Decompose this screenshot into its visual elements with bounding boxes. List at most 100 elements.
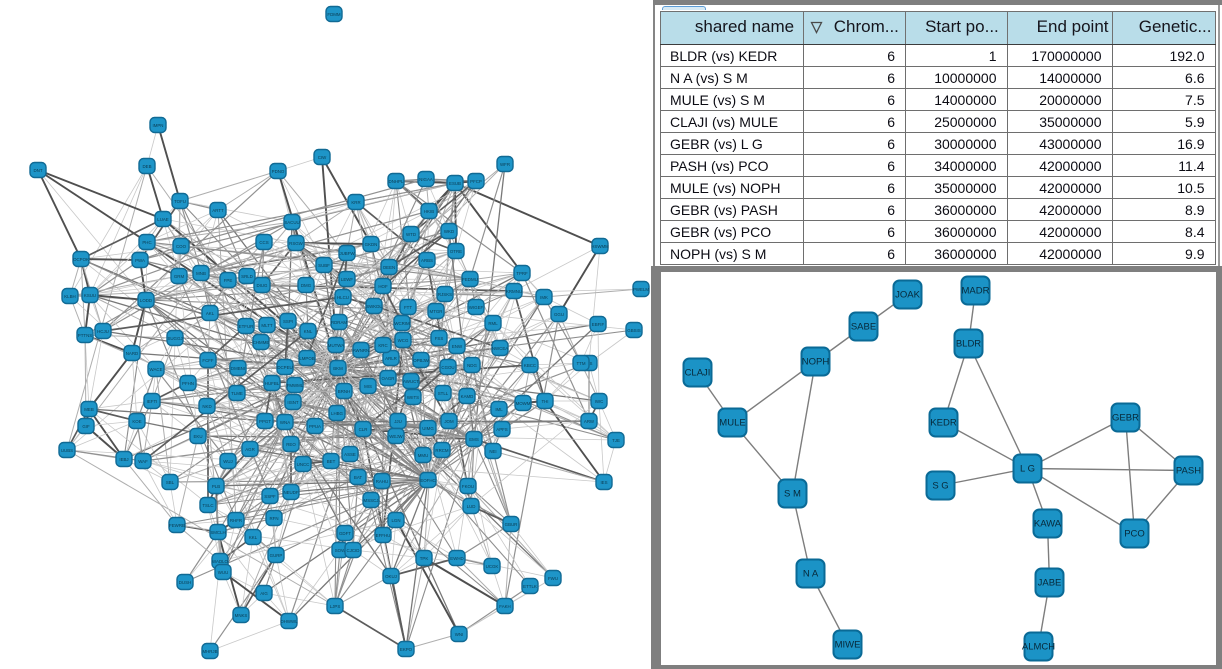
svg-text:FTT: FTT	[404, 305, 412, 310]
svg-text:DCPEU: DCPEU	[277, 365, 292, 370]
svg-text:FEWRB: FEWRB	[169, 523, 185, 528]
svg-text:FPE: FPE	[224, 278, 233, 283]
svg-text:WFR: WFR	[500, 162, 510, 167]
svg-text:NEI: NEI	[489, 449, 496, 454]
svg-text:STLL: STLL	[438, 391, 449, 396]
svg-text:KAWA: KAWA	[1033, 518, 1061, 529]
svg-text:CIW: CIW	[318, 155, 327, 160]
svg-text:BLDR: BLDR	[955, 338, 980, 349]
svg-text:DNHPL: DNHPL	[389, 179, 404, 184]
svg-text:IEBJ: IEBJ	[119, 457, 128, 462]
svg-text:FMWML: FMWML	[287, 383, 304, 388]
svg-text:RML: RML	[488, 321, 498, 326]
svg-text:PDNO: PDNO	[272, 169, 285, 174]
svg-text:EBFIF: EBFIF	[592, 322, 605, 327]
svg-text:MNKS: MNKS	[235, 613, 248, 618]
svg-text:LGN: LGN	[391, 518, 400, 523]
svg-text:SRLD: SRLD	[241, 274, 253, 279]
svg-text:TPRF: TPRF	[516, 271, 528, 276]
svg-text:EWHD: EWHD	[450, 556, 463, 561]
svg-text:JABE: JABE	[1037, 577, 1061, 588]
svg-text:PWELM: PWELM	[633, 287, 649, 292]
svg-text:NDG: NDG	[467, 363, 477, 368]
svg-text:RHFR: RHFR	[230, 518, 242, 523]
svg-text:REO: REO	[286, 442, 296, 447]
svg-text:SACUU: SACUU	[284, 220, 299, 225]
svg-text:SUGGJ: SUGGJ	[167, 336, 182, 341]
svg-text:CGOU: CGOU	[441, 365, 454, 370]
svg-text:IMK: IMK	[540, 295, 548, 300]
svg-text:DEB: DEB	[142, 164, 151, 169]
svg-text:JJU: JJU	[394, 419, 402, 424]
svg-text:LEWF: LEWF	[341, 277, 354, 282]
svg-text:KKL: KKL	[249, 535, 258, 540]
svg-text:LJPS: LJPS	[330, 604, 341, 609]
svg-text:OAGR: OAGR	[382, 376, 395, 381]
svg-text:ETTLK: ETTLK	[523, 584, 537, 589]
svg-text:HSWMM: HSWMM	[591, 244, 609, 249]
svg-text:OPBJW: OPBJW	[413, 358, 429, 363]
svg-text:MULE: MULE	[719, 417, 745, 428]
svg-text:LODD: LODD	[140, 298, 152, 303]
svg-text:IISNT: IISNT	[287, 400, 299, 405]
svg-text:AGR: AGR	[245, 447, 255, 452]
svg-text:GBSIS: GBSIS	[627, 328, 640, 333]
svg-text:EFFHU: EFFHU	[376, 533, 391, 538]
svg-text:OEEN: OEEN	[383, 265, 395, 270]
svg-text:MHRJB: MHRJB	[202, 649, 217, 654]
svg-text:DIUG: DIUG	[257, 283, 269, 288]
svg-text:FCFF: FCFF	[202, 358, 214, 363]
svg-text:NARD: NARD	[126, 351, 138, 356]
svg-text:FWU: FWU	[548, 576, 558, 581]
svg-text:WTD: WTD	[406, 232, 416, 237]
svg-text:KBCC: KBCC	[524, 363, 536, 368]
svg-text:KAMD: KAMD	[461, 394, 474, 399]
svg-text:FAKH: FAKH	[499, 604, 510, 609]
svg-text:WKD: WKD	[444, 229, 454, 234]
svg-text:ASSE: ASSE	[344, 452, 356, 457]
svg-text:LMPOB: LMPOB	[299, 356, 314, 361]
svg-text:RFN: RFN	[269, 516, 278, 521]
svg-text:ESUB: ESUB	[449, 181, 461, 186]
svg-text:LUAE: LUAE	[157, 217, 169, 222]
svg-text:UIMG: UIMG	[422, 426, 434, 431]
svg-text:TJE: TJE	[612, 438, 620, 443]
svg-text:WUU: WUU	[218, 570, 229, 575]
svg-text:S G: S G	[932, 480, 948, 491]
svg-text:SWKDL: SWKDL	[366, 304, 382, 309]
svg-text:TPK: TPK	[420, 556, 429, 561]
svg-text:BET: BET	[327, 459, 336, 464]
svg-text:KRMNU: KRMNU	[506, 289, 522, 294]
svg-text:SMCLH: SMCLH	[210, 530, 225, 535]
svg-text:LUD: LUD	[467, 504, 476, 509]
svg-text:MSSCJ: MSSCJ	[364, 498, 379, 503]
svg-text:BAT: BAT	[354, 475, 363, 480]
svg-text:SOW: SOW	[335, 548, 346, 553]
svg-text:GIF: GIF	[82, 424, 90, 429]
svg-text:KSUU: KSUU	[84, 293, 96, 298]
svg-text:ARTT: ARTT	[212, 208, 224, 213]
svg-text:PTTNS: PTTNS	[78, 333, 92, 338]
svg-text:WADLO: WADLO	[212, 559, 229, 564]
svg-text:GRM: GRM	[174, 274, 185, 279]
svg-text:KRC: KRC	[378, 343, 387, 348]
svg-text:WCRIM: WCRIM	[394, 321, 410, 326]
svg-text:MUTWA: MUTWA	[328, 343, 344, 348]
svg-text:IEFTI: IEFTI	[147, 399, 158, 404]
svg-text:KEDR: KEDR	[930, 417, 957, 428]
svg-text:HOF: HOF	[378, 284, 388, 289]
svg-text:CHMME: CHMME	[253, 340, 270, 345]
svg-text:ALMCH: ALMCH	[1021, 641, 1054, 652]
svg-text:IES: IES	[600, 480, 607, 485]
svg-text:ARW: ARW	[584, 419, 595, 424]
svg-text:JUBFW: JUBFW	[339, 251, 355, 256]
svg-text:S M: S M	[784, 488, 801, 499]
svg-text:OHWWL: OHWWL	[280, 619, 298, 624]
svg-text:EMS: EMS	[469, 437, 479, 442]
svg-text:SBL: SBL	[166, 480, 175, 485]
svg-text:COO: COO	[176, 244, 187, 249]
svg-text:SUBF: SUBF	[318, 263, 330, 268]
svg-text:AIG: AIG	[260, 591, 268, 596]
svg-text:APFS: APFS	[496, 427, 508, 432]
svg-text:HUFBL: HUFBL	[265, 381, 280, 386]
